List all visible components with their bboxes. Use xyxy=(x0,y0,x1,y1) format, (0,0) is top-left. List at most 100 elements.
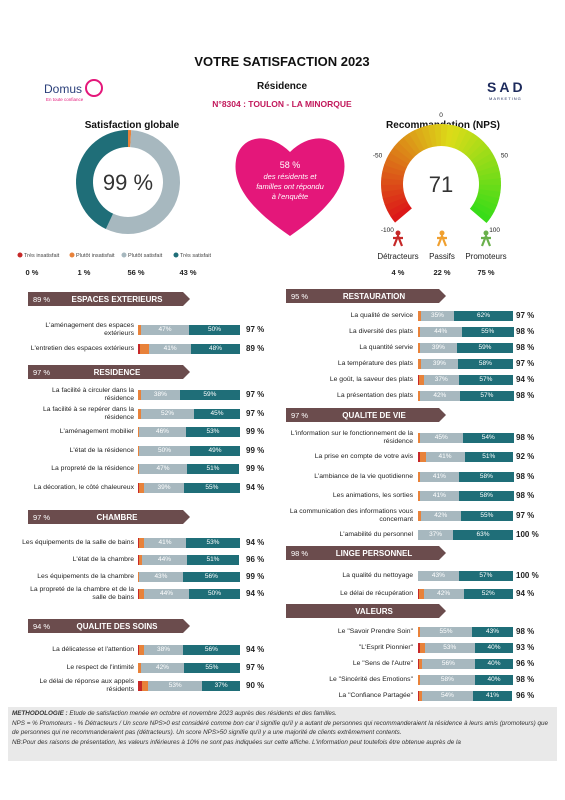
gauge-slice xyxy=(434,123,442,147)
section-title: CHAMBRE xyxy=(97,513,139,522)
bar-segment: 44% xyxy=(142,555,187,565)
bar-segment: 44% xyxy=(419,327,462,337)
item-total: 97 % xyxy=(246,663,265,672)
section-header xyxy=(286,604,446,618)
bar-segment: 54% xyxy=(421,691,474,701)
item-total: 96 % xyxy=(246,555,265,564)
item-label: La prise en compte de votre avis xyxy=(314,453,413,461)
legend-label: Plutôt insatisfait xyxy=(76,253,115,259)
bar-segment: 63% xyxy=(453,530,513,540)
footer-line: NB:Pour des raisons de présentation, les… xyxy=(12,738,461,746)
gauge-slice xyxy=(387,200,410,218)
item-label: La quantité servie xyxy=(359,344,413,351)
item-total: 99 % xyxy=(246,572,265,581)
bar-segment: 51% xyxy=(464,452,513,463)
item-total: 98 % xyxy=(516,433,535,442)
bar-segment xyxy=(138,445,140,456)
legend-value: 1 % xyxy=(78,268,91,277)
logo-left: Domus xyxy=(44,82,82,96)
gauge-slice xyxy=(384,158,407,172)
item-total: 98 % xyxy=(516,391,535,400)
bar-segment: 47% xyxy=(139,464,187,475)
legend-value: 56 % xyxy=(127,268,144,277)
bar-segment xyxy=(418,311,421,321)
bar-segment: 45% xyxy=(194,408,240,419)
bar-segment xyxy=(139,645,145,655)
section-header xyxy=(286,289,446,303)
bar-segment xyxy=(139,483,145,493)
item-label: L'état de la chambre xyxy=(72,556,134,563)
bar-segment: 55% xyxy=(419,627,473,637)
bar-segment xyxy=(418,510,421,521)
item-label: Le délai de réponse aux appels résidents xyxy=(39,678,134,693)
footer-box xyxy=(8,707,557,761)
nps-value: 71 xyxy=(429,172,453,197)
legend-swatch xyxy=(173,252,179,258)
bar-segment: 41% xyxy=(425,452,465,463)
bar-segment xyxy=(418,343,420,353)
item-label: L'aménagement des espaces extérieurs xyxy=(45,322,134,337)
item-total: 94 % xyxy=(246,538,265,547)
legend-swatch xyxy=(17,252,23,258)
item-label: La température des plats xyxy=(337,360,413,367)
item-total: 99 % xyxy=(246,445,265,455)
bar-segment xyxy=(418,491,420,502)
nps-group-name: Passifs xyxy=(429,252,455,261)
bar-segment: 39% xyxy=(144,483,184,493)
bar-segment: 58% xyxy=(458,491,514,502)
gauge-slice xyxy=(382,192,406,206)
section-title: VALEURS xyxy=(355,607,393,616)
bar-segment xyxy=(418,452,420,463)
bar-segment: 55% xyxy=(460,510,513,521)
bar-segment xyxy=(142,681,149,691)
item-label: L'état de la résidence xyxy=(69,446,134,454)
item-label: L'aménagement mobilier xyxy=(59,428,134,436)
item-total: 98 % xyxy=(516,627,535,636)
bar-segment xyxy=(139,555,143,565)
footer-line: Etude de satisfaction menée en octobre e… xyxy=(69,710,337,717)
bar-segment: 43% xyxy=(472,627,513,637)
bar-segment: 55% xyxy=(183,663,240,673)
gauge-slice xyxy=(445,124,456,148)
bar-segment xyxy=(418,659,419,669)
gauge-slice xyxy=(477,188,501,200)
subtitle: Résidence xyxy=(257,81,307,92)
bar-segment xyxy=(418,375,419,385)
bar-segment: 58% xyxy=(457,359,513,369)
item-total: 99 % xyxy=(246,427,265,437)
bar-segment xyxy=(418,359,421,369)
item-label: Le goût, la saveur des plats xyxy=(329,376,413,383)
item-label: La communication des informations vous c… xyxy=(289,507,413,523)
gauge-slice xyxy=(386,152,409,168)
bar-segment: 37% xyxy=(423,375,459,385)
bar-segment xyxy=(418,391,420,401)
section-header xyxy=(28,292,190,306)
section-score: 89 % xyxy=(33,295,50,304)
section-title: RESIDENCE xyxy=(94,368,141,377)
bar-segment: 53% xyxy=(185,427,240,438)
bar-segment xyxy=(138,464,140,475)
bar-segment: 57% xyxy=(458,375,513,385)
bar-segment: 43% xyxy=(139,572,183,582)
bar-segment xyxy=(418,691,422,701)
donut-segment xyxy=(76,130,128,230)
bar-segment: 41% xyxy=(419,471,459,482)
item-label: Le "Sens de l'Autre" xyxy=(352,660,413,667)
item-total: 94 % xyxy=(246,645,265,654)
gauge-slice xyxy=(464,137,485,158)
bar-segment: 42% xyxy=(423,589,464,599)
item-total: 94 % xyxy=(246,483,265,492)
bar-segment: 52% xyxy=(141,408,195,419)
bar-segment: 58% xyxy=(458,471,514,482)
item-label: La facilité à circuler dans la résidence xyxy=(52,387,134,402)
section-title: QUALITE DES SOINS xyxy=(77,622,159,631)
section-title: QUALITE DE VIE xyxy=(342,411,406,420)
bar-segment: 53% xyxy=(185,538,240,548)
gauge-slice xyxy=(478,184,501,193)
bar-segment: 56% xyxy=(182,572,240,582)
bar-segment: 41% xyxy=(419,491,459,502)
bar-segment: 46% xyxy=(139,427,186,438)
legend-label: Très insatisfait xyxy=(24,253,60,259)
gauge-slice xyxy=(382,164,406,177)
item-label: L'amabilité du personnel xyxy=(339,531,413,538)
